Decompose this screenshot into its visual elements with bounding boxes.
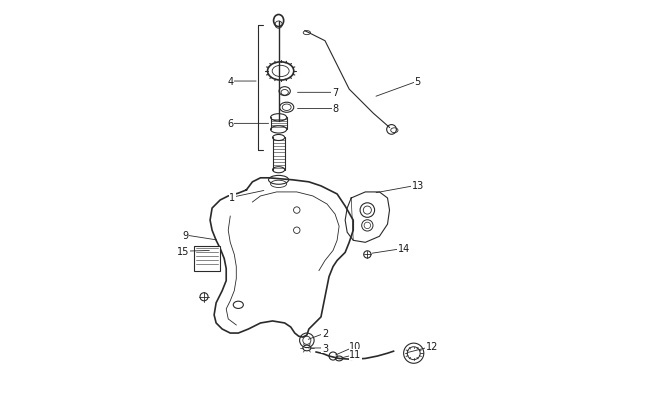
Text: 8: 8: [332, 104, 338, 114]
Text: 14: 14: [398, 244, 410, 254]
Text: 6: 6: [227, 119, 233, 129]
Text: 2: 2: [322, 328, 328, 338]
Text: 5: 5: [415, 77, 421, 87]
Text: 11: 11: [349, 350, 361, 360]
Text: 12: 12: [426, 341, 438, 352]
Text: 9: 9: [183, 230, 189, 241]
Text: 3: 3: [322, 343, 328, 353]
Polygon shape: [210, 178, 353, 337]
Text: 4: 4: [227, 77, 233, 87]
FancyBboxPatch shape: [194, 247, 220, 271]
Text: 10: 10: [349, 341, 361, 352]
Text: 7: 7: [332, 88, 338, 98]
Text: 15: 15: [177, 247, 189, 256]
Text: 13: 13: [411, 181, 424, 191]
Polygon shape: [345, 192, 389, 243]
Text: 1: 1: [229, 193, 235, 202]
